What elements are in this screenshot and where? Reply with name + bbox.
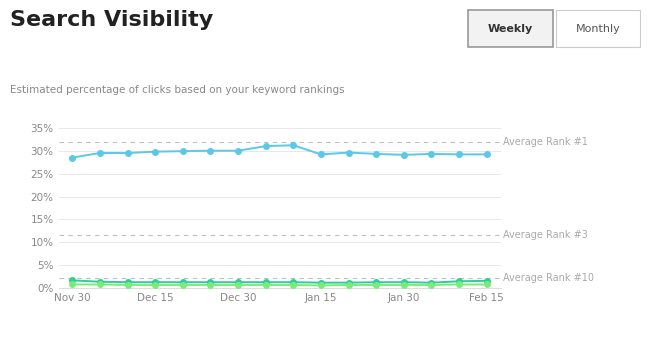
Text: Weekly: Weekly [488, 24, 533, 34]
Text: Search Visibility: Search Visibility [10, 10, 213, 30]
FancyBboxPatch shape [468, 10, 552, 47]
Text: Estimated percentage of clicks based on your keyword rankings: Estimated percentage of clicks based on … [10, 85, 344, 95]
Text: Average Rank #1: Average Rank #1 [503, 137, 588, 146]
Text: Monthly: Monthly [576, 24, 620, 34]
Text: Average Rank #10: Average Rank #10 [503, 273, 594, 283]
Text: Average Rank #3: Average Rank #3 [503, 231, 588, 240]
FancyBboxPatch shape [556, 10, 640, 47]
